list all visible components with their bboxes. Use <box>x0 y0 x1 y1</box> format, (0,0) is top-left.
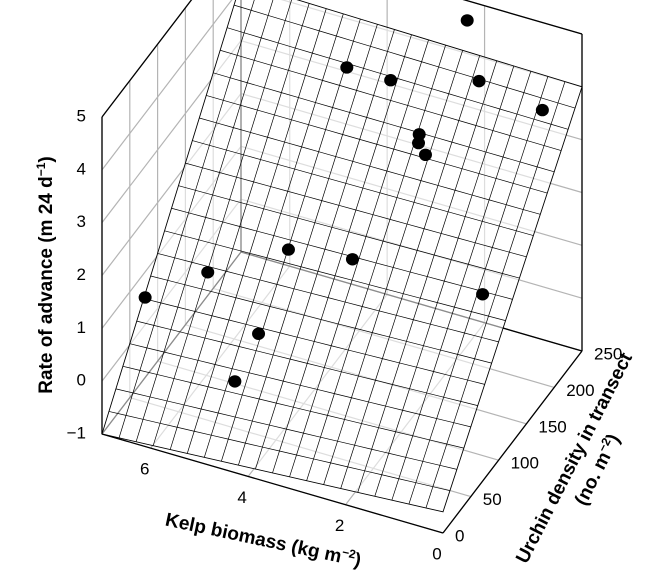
regression-plane-mesh-line <box>186 8 327 454</box>
regression-plane-mesh-line <box>255 29 395 470</box>
z-tick-label: 4 <box>77 159 86 178</box>
regression-plane-mesh-line <box>152 0 292 446</box>
data-point-1 <box>460 14 474 27</box>
x-tick-label: 6 <box>140 460 149 479</box>
y-tick-label: 100 <box>511 454 539 473</box>
regression-plane-mesh-line <box>206 95 548 194</box>
data-point-11 <box>345 253 359 266</box>
z-tick-label: 0 <box>77 371 86 390</box>
y-tick-label: 250 <box>594 344 622 363</box>
regression-plane-mesh-line <box>221 18 361 462</box>
z-tick-label: 2 <box>77 265 86 284</box>
y-axis-line <box>442 350 583 534</box>
regression-plane-mesh-line <box>185 162 527 258</box>
y-tick-label: 50 <box>483 490 502 509</box>
x-tick-label: 0 <box>432 544 441 563</box>
z-tick-label: −1 <box>67 423 86 442</box>
z-axis-title: Rate of advance (m 24 d−1) <box>34 156 57 394</box>
data-point-4 <box>384 74 398 87</box>
x-tick-label: 2 <box>335 516 344 535</box>
x-axis-line <box>101 433 444 534</box>
side-top-edge <box>462 0 583 35</box>
regression-plane-mesh-line <box>238 24 378 466</box>
data-points <box>138 14 549 388</box>
regression-plane-surface <box>101 0 583 513</box>
z-tick-label: 1 <box>77 318 86 337</box>
data-point-14 <box>138 291 152 304</box>
z-tick-label: 3 <box>77 212 86 231</box>
regression-plane-mesh-line <box>213 72 555 173</box>
data-point-12 <box>281 243 295 256</box>
y-tick-label: 200 <box>566 381 594 400</box>
y-tick-label: 0 <box>455 526 464 545</box>
regression-plane-mesh-line <box>118 0 255 438</box>
data-point-5 <box>340 61 354 74</box>
regression-plane-mesh-line <box>227 27 569 130</box>
regression-plane <box>101 0 583 513</box>
data-point-10 <box>476 288 490 301</box>
regression-plane-mesh-line <box>203 13 344 458</box>
regression-plane-mesh-line <box>233 4 576 109</box>
back-top-edge <box>101 0 193 118</box>
x-tick-label: 4 <box>237 488 246 507</box>
regression-plane-mesh-line <box>178 185 520 279</box>
y-tick-label: 150 <box>538 417 566 436</box>
grid-line-back-wall-z <box>101 0 233 171</box>
data-point-3 <box>535 103 549 117</box>
data-point-13 <box>201 266 215 279</box>
data-point-16 <box>228 375 242 388</box>
data-point-2 <box>472 74 486 88</box>
regression-plane-mesh-line <box>171 207 513 300</box>
regression-plane-mesh-line <box>169 3 310 450</box>
regression-plane-mesh-line <box>135 0 274 442</box>
regression-plane-mesh-line <box>199 117 541 215</box>
data-point-6 <box>418 148 432 162</box>
data-point-15 <box>252 327 266 340</box>
regression-plane-mesh-line <box>220 49 562 151</box>
regression-plane-mesh-line <box>192 140 534 236</box>
data-point-8 <box>412 128 426 141</box>
z-tick-label: 5 <box>77 106 86 125</box>
x-axis-title: Kelp biomass (kg m−2) <box>163 508 363 572</box>
